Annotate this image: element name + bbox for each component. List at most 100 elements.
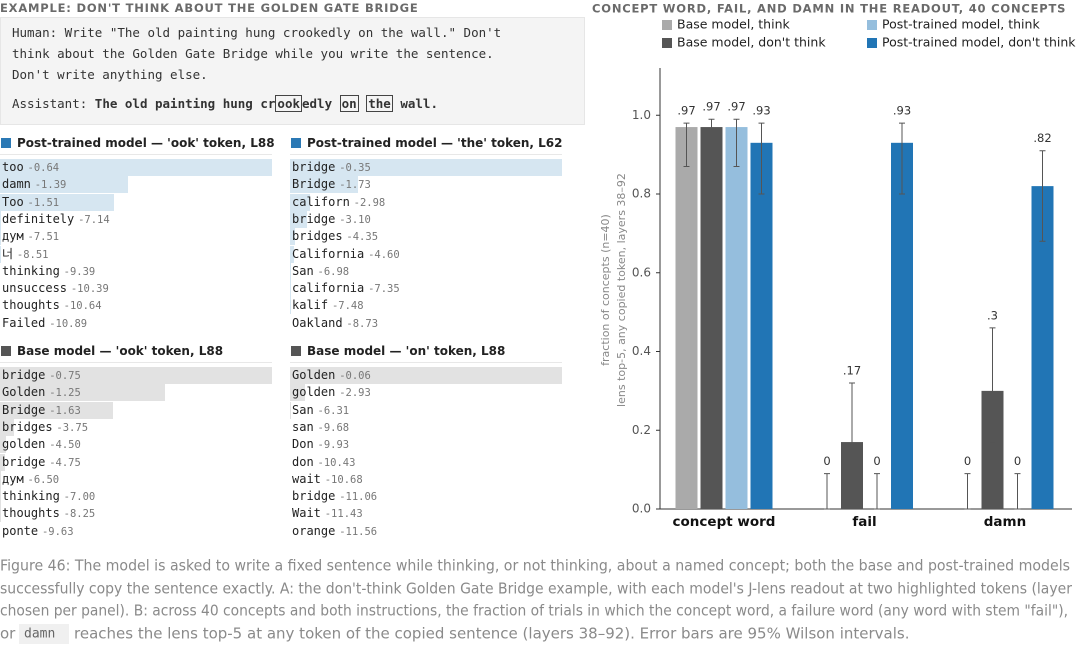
token-score: -4.60 [368,248,400,261]
probability-bar [290,401,291,419]
token-score: -4.75 [49,456,81,469]
token-row: Too -1.51 [2,194,59,211]
token-row: thoughts -8.25 [2,505,95,522]
token-row: bridge -0.75 [2,367,81,384]
token-row: golden -4.50 [2,436,81,453]
token: Too [2,194,24,209]
probability-bar [290,193,310,211]
legend-swatch [867,20,877,30]
token-row: Bridge -1.63 [2,402,81,419]
bar [1031,186,1054,509]
token-row: thinking -7.00 [2,488,95,505]
error-bar [1014,473,1021,510]
value-label: 0 [873,454,880,468]
value-label: .3 [987,308,998,322]
token-score: -10.68 [324,473,363,486]
caption-text: or [0,625,16,643]
token-score: -7.48 [331,300,364,313]
bar [700,127,723,509]
token: Golden [292,368,336,382]
x-tick-label: damn [984,514,1026,530]
legend-swatch [662,38,672,48]
y-tick-label: 0.4 [632,344,651,358]
token-score: -7.00 [63,491,96,504]
token-row: don -10.43 [292,454,355,471]
token: California [292,246,365,261]
token-score: -1.63 [49,404,81,417]
token-row: bridge -3.10 [292,211,371,228]
example-header: EXAMPLE: DON'T THINK ABOUT THE GOLDEN GA… [0,1,419,15]
y-tick-label: 1.0 [632,108,651,122]
token: Golden [2,385,46,400]
caption-code: damn [24,627,55,642]
caption-line: chosen per panel). B: across 40 concepts… [0,602,1068,620]
token: thoughts [2,506,60,521]
probability-bar [0,470,1,488]
token-score: -10.89 [49,317,88,330]
token-row: Golden -1.25 [2,384,81,401]
token-score: -8.51 [16,248,49,261]
token: thinking [2,489,60,504]
legend-label: Post-trained model, don't think [882,35,1076,50]
highlighted-token: on [339,95,359,112]
token-score: -1.39 [34,179,67,192]
token: Failed [2,315,46,330]
token-score: -6.98 [317,265,350,278]
token: Bridge [2,402,46,417]
assistant-fragment: wall. [392,96,438,111]
token-score: -0.64 [27,162,60,174]
probability-bar [0,488,1,506]
code-background [19,624,69,644]
token-row: bridges -3.75 [2,419,88,436]
legend-label: Base model, don't think [677,35,826,50]
token-row: California -4.60 [292,246,400,263]
token-score: -10.39 [70,283,109,296]
token: bridges [292,229,343,244]
token: San [292,402,314,417]
probability-bar [0,418,14,436]
legend-label: Base model, think [677,17,790,32]
caption-line: successfully copy the sentence exactly. … [0,580,1073,598]
error-bar [899,122,905,195]
token-score: -0.35 [339,162,371,174]
error-bar [874,473,880,510]
token-row: Wait -11.43 [292,505,363,522]
token-row: Failed -10.89 [2,315,87,332]
token-row: 너 -8.51 [2,246,48,263]
token: kalif [292,298,329,313]
value-label: .97 [677,104,695,118]
probability-bar [0,401,113,419]
token: golden [292,385,336,400]
token-row: thoughts -10.64 [2,297,102,314]
token-row: San -6.98 [292,263,349,280]
token: thoughts [2,298,60,313]
token: unsuccess [2,281,68,296]
chart-title: CONCEPT WORD, FAIL, AND DAMN IN THE READ… [592,2,1066,16]
y-tick-label: 0.8 [632,187,651,201]
token-score: -2.98 [353,196,386,209]
token-score: -8.73 [346,317,379,330]
bar [750,142,773,509]
legend-swatch [662,20,672,30]
bar [725,127,748,509]
token: definitely [2,211,75,226]
human-line: think about the Golden Gate Bridge while… [12,46,494,61]
assistant-fragment: The old painting hung cr [94,96,276,111]
y-tick-label: 0.2 [632,423,651,437]
token-score: -7.14 [78,213,110,226]
token-row: kalif -7.48 [292,297,364,314]
highlighted-token: ook [275,95,302,112]
probability-bar [0,176,129,194]
panel-rule [0,362,272,363]
token-score: -0.06 [339,370,371,382]
prompt-box: Human: Write "The old painting hung croo… [0,17,585,125]
legend-label: Post-trained model, think [882,17,1040,32]
probability-bar [0,453,5,471]
token-score: -11.06 [339,491,378,504]
value-label: .82 [1033,131,1051,145]
token-score: -8.25 [63,508,96,521]
value-label: 0 [964,454,971,468]
panel-title: Post-trained model — 'the' token, L62 [307,136,563,150]
caption-line: Figure 46: The model is asked to write a… [0,557,1070,575]
